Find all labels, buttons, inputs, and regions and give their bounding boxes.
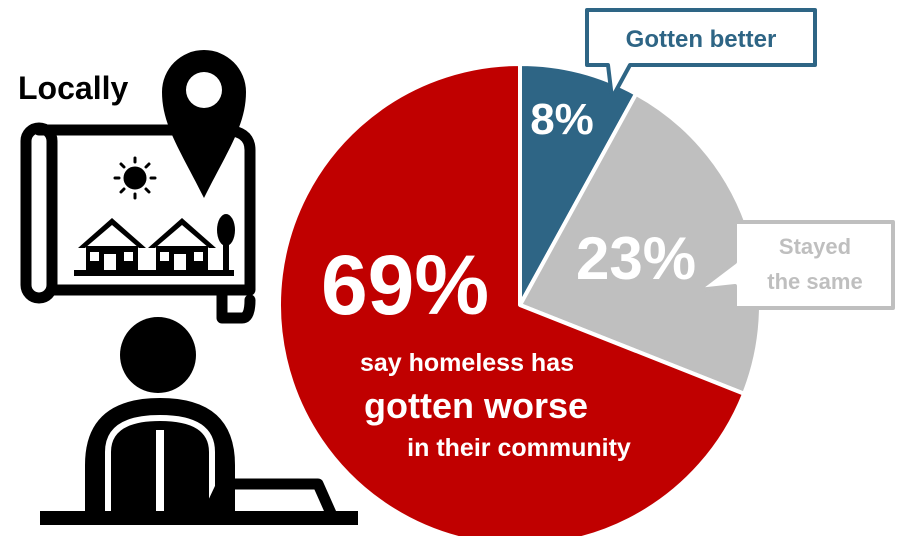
heading-locally: Locally <box>18 70 128 106</box>
worse-description-line2: gotten worse <box>364 385 588 426</box>
pie-slice-worse <box>277 62 747 536</box>
callout-better: Gotten better <box>585 8 817 100</box>
callout-same-line1: Stayed <box>779 234 851 259</box>
value-label-better: 8% <box>530 95 594 144</box>
houses-icon <box>74 214 235 276</box>
callout-same-line2: the same <box>767 269 862 294</box>
value-label-same: 23% <box>576 225 696 292</box>
pie-slice-better <box>518 62 639 307</box>
callout-better-label: Gotten better <box>626 26 777 53</box>
worse-description-line3: in their community <box>407 434 631 462</box>
pie-chart <box>277 62 764 536</box>
homeless-person-icon <box>40 317 358 525</box>
value-label-worse: 69% <box>321 238 489 332</box>
location-pin-icon <box>162 50 246 198</box>
sun-icon <box>113 156 157 200</box>
worse-description-line1: say homeless has <box>360 349 574 377</box>
callout-same: Stayed the same <box>696 220 895 310</box>
cardboard-sign-icon <box>200 478 340 523</box>
